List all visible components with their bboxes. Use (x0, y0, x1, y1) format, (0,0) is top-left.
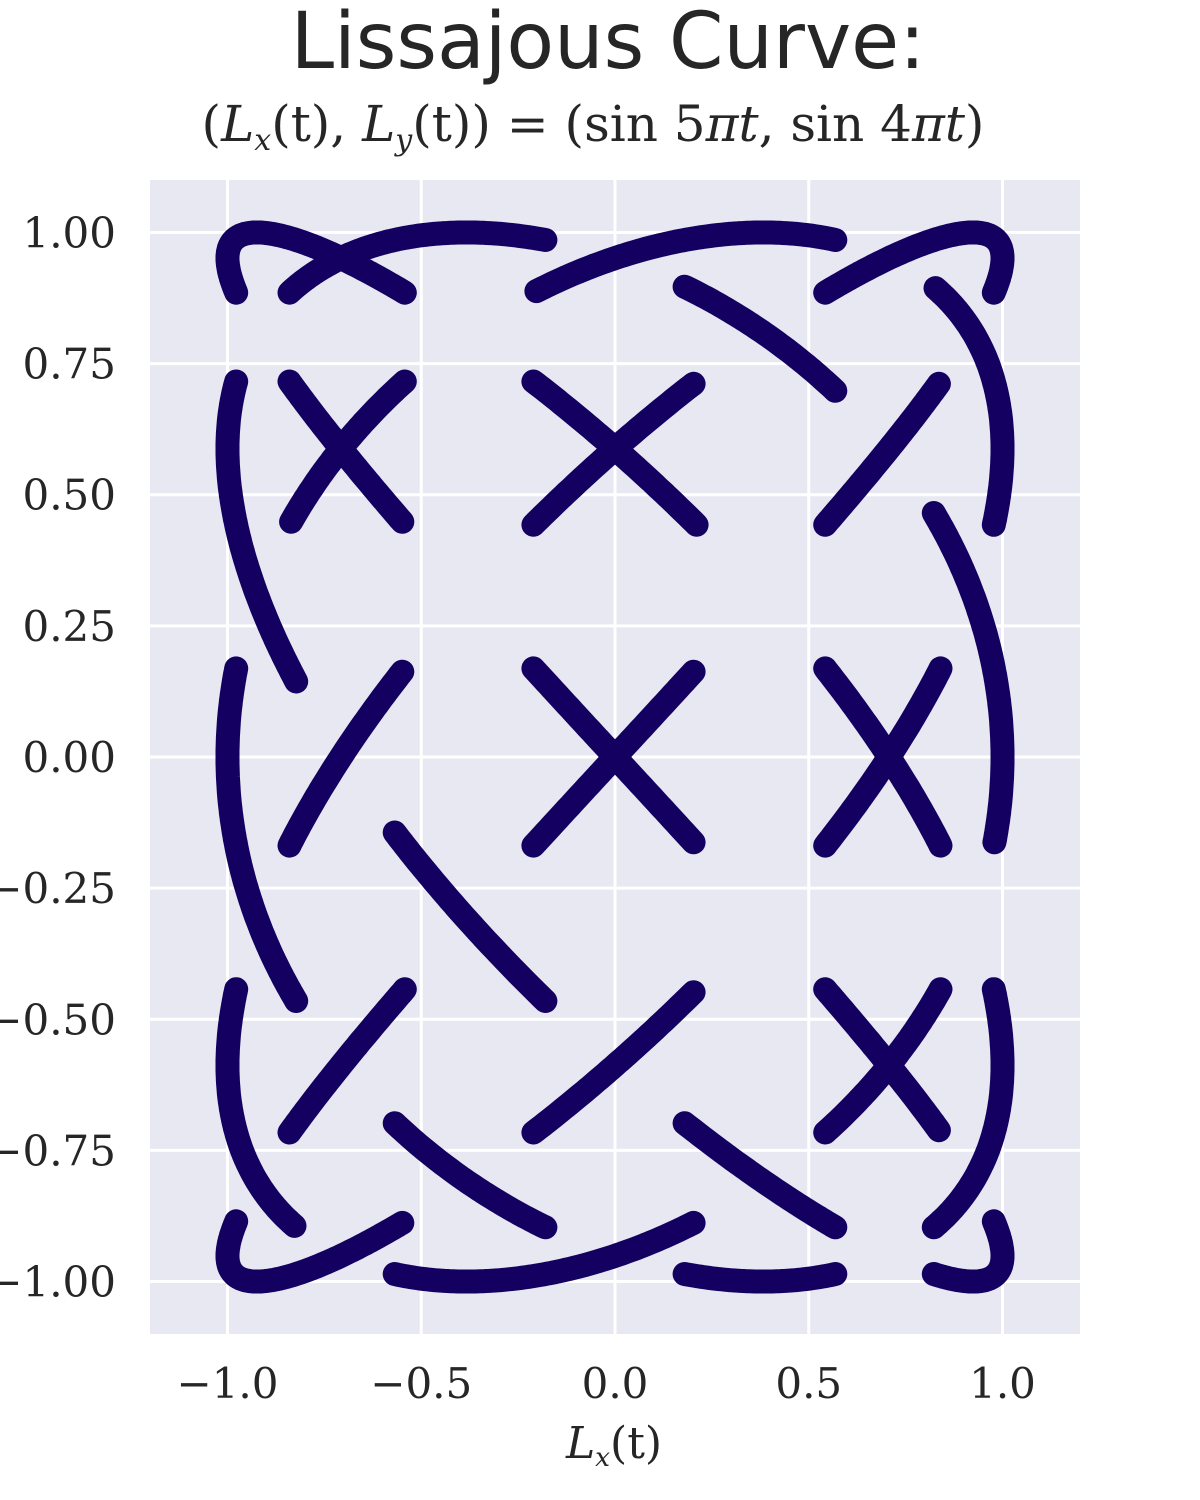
subtitle-equals: = (sin 5 (490, 95, 706, 153)
chart-title: Lissajous Curve: (290, 0, 926, 87)
subtitle-end: ) (964, 95, 985, 153)
xlabel-main: L (565, 1418, 596, 1469)
curve-strand-2 (813, 220, 1015, 305)
y-tick-label: 0.75 (22, 340, 116, 389)
curve-strand-26 (524, 220, 848, 304)
curve-strand-32 (521, 745, 627, 858)
chart-subtitle: (Lx(t), Ly(t)) = (sin 5πt, sin 4πt) (0, 92, 1186, 173)
y-tick-label: −0.75 (0, 1126, 116, 1175)
curve-strand-6 (382, 1210, 706, 1294)
subtitle-t-2: t (944, 95, 965, 153)
curve-strand-9 (672, 274, 848, 403)
curve-strand-15 (813, 977, 951, 1143)
subtitle-ly-sub: y (395, 123, 413, 158)
curve-strand-8 (921, 501, 1015, 855)
curve-strand-1 (813, 371, 951, 537)
curve-strand-13 (672, 1111, 848, 1240)
xlabel-arg: (t) (610, 1418, 663, 1469)
x-tick-label: −0.5 (370, 1359, 472, 1408)
subtitle-lx: L (221, 95, 255, 153)
y-tick-label: −0.50 (0, 995, 116, 1044)
curve-strand-19 (521, 369, 709, 537)
subtitle-close-paren: ) (471, 95, 491, 153)
curve-strand-22 (672, 1262, 848, 1294)
curve-strand-21 (921, 977, 1015, 1240)
curve-strand-18 (215, 220, 417, 305)
subtitle-open-paren: ( (201, 95, 222, 153)
y-tick-label: −1.00 (0, 1258, 116, 1307)
subtitle-ly-arg: (t) (412, 95, 472, 153)
curve-strand-28 (813, 656, 953, 858)
curve-strand-12 (382, 820, 558, 1013)
lissajous-curve (215, 220, 1015, 1294)
subtitle-lx-arg: (t), (271, 95, 363, 153)
y-tick-label: 0.25 (22, 602, 116, 651)
y-tick-label: 0.50 (22, 471, 116, 520)
curve-strand-25 (279, 369, 417, 534)
curve-strand-5 (215, 977, 307, 1238)
curve-strand-30 (215, 1209, 415, 1294)
curve-strand-29 (521, 980, 706, 1145)
subtitle-ly: L (362, 95, 396, 153)
x-axis-ticks: −1.0 −0.5 0.0 0.5 1.0 (177, 1359, 1036, 1408)
subtitle-pi-2: π (911, 95, 945, 153)
curve-strand-27 (923, 276, 1015, 537)
subtitle-t-1: t (738, 95, 759, 153)
curve-strand-10 (277, 220, 558, 305)
y-tick-label: 1.00 (22, 208, 116, 257)
curve-strand-11 (215, 369, 309, 694)
x-tick-label: 0.0 (582, 1359, 649, 1408)
curve-strand-23 (382, 1111, 558, 1240)
curve-strand-24 (215, 656, 309, 1013)
x-tick-label: 1.0 (969, 1359, 1036, 1408)
x-axis-label: Lx(t) (0, 1414, 1200, 1488)
x-tick-label: −1.0 (177, 1359, 279, 1408)
subtitle-pi-1: π (705, 95, 739, 153)
subtitle-mid: , sin 4 (758, 95, 912, 153)
y-tick-label: −0.25 (0, 864, 116, 913)
subtitle-lx-sub: x (254, 123, 272, 158)
x-tick-label: 0.5 (775, 1359, 842, 1408)
curve-strand-31 (277, 977, 417, 1145)
curve-strand-0 (603, 659, 706, 769)
y-tick-label: 0.00 (22, 733, 116, 782)
curve-strand-14 (921, 1209, 1015, 1294)
xlabel-sub: x (595, 1441, 611, 1473)
curve-strand-4 (277, 659, 415, 858)
y-axis-ticks: 1.00 0.75 0.50 0.25 0.00 −0.25 −0.50 −0.75 −1.00 (0, 208, 116, 1306)
